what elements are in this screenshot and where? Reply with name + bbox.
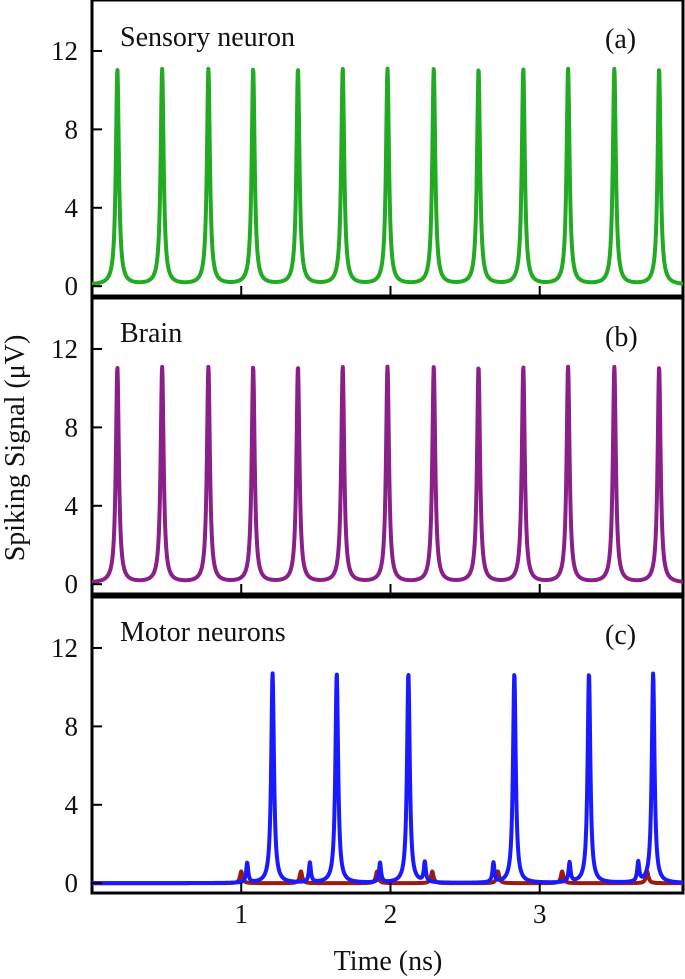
- panel-c-series: [90, 671, 685, 886]
- ytick-label: 12: [51, 334, 78, 364]
- xtick-label: 3: [533, 899, 547, 929]
- series-line-purple: [90, 364, 685, 584]
- xtick-label: 1: [234, 899, 248, 929]
- panel-b-series: [90, 364, 685, 584]
- panel-b-title: Brain: [120, 318, 182, 349]
- panel-b-frame: [90, 296, 685, 596]
- panel-c-title: Motor neurons: [120, 617, 286, 648]
- panel-c-tag: (c): [605, 620, 636, 651]
- series-line-green: [90, 66, 685, 286]
- panel-c-frame: [90, 595, 685, 895]
- ytick-label: 4: [65, 790, 79, 820]
- ytick-label: 4: [65, 193, 79, 223]
- panel-c-yticks: 0 4 8 12: [51, 633, 102, 898]
- panel-a: Sensory neuron (a) 0 4 8 12: [51, 0, 685, 301]
- ytick-label: 12: [51, 633, 78, 663]
- panel-a-tag: (a): [605, 24, 636, 55]
- xtick-label: 2: [384, 899, 398, 929]
- panel-b-tag: (b): [605, 322, 638, 353]
- ytick-label: 0: [65, 569, 79, 599]
- panel-a-frame: [90, 0, 685, 298]
- ytick-label: 12: [51, 36, 78, 66]
- series-line-blue: [90, 671, 685, 886]
- ytick-label: 8: [65, 114, 79, 144]
- ytick-label: 4: [65, 491, 79, 521]
- x-axis-title: Time (ns): [334, 946, 443, 977]
- y-axis-title: Spiking Signal (μV): [0, 335, 31, 562]
- ytick-label: 0: [65, 271, 79, 301]
- panel-a-yticks: 0 4 8 12: [51, 36, 541, 301]
- panel-a-title: Sensory neuron: [120, 22, 295, 53]
- panel-c-xticks: 1 2 3: [234, 883, 546, 929]
- ytick-label: 0: [65, 868, 79, 898]
- ytick-label: 8: [65, 412, 79, 442]
- panel-b-yticks: 0 4 8 12: [51, 334, 541, 599]
- panel-b: Brain (b) 0 4 8 12: [51, 296, 685, 599]
- panel-a-series: [90, 66, 685, 286]
- ytick-label: 8: [65, 711, 79, 741]
